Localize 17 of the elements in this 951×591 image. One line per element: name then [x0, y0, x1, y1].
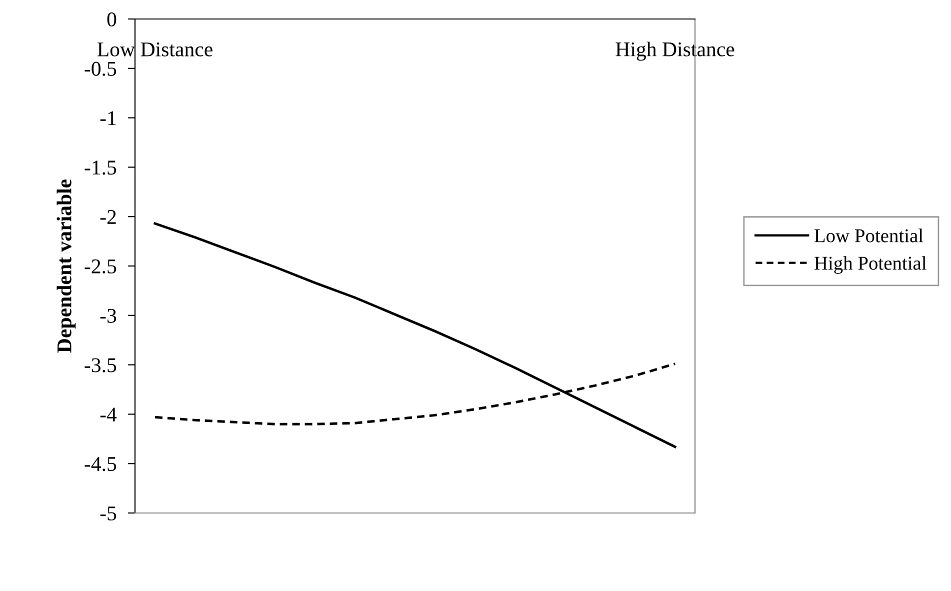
- y-tick-label: -0.5: [84, 62, 116, 76]
- x-tick-label: High Distance: [616, 42, 734, 61]
- line-series: [154, 222, 676, 448]
- y-tick-label: -5: [100, 506, 116, 520]
- y-axis-title: Dependent variable: [56, 179, 76, 353]
- y-tick-label: -1.5: [84, 160, 116, 175]
- y-tick-label: 0: [107, 12, 116, 26]
- legend-label: Low Potential: [814, 228, 924, 242]
- y-tick-label: -1: [100, 111, 116, 126]
- y-tick-label: -4.5: [84, 457, 116, 472]
- y-tick-label: -2.5: [84, 259, 116, 274]
- y-tick-label: -2: [100, 210, 116, 224]
- y-tick-label: -3.5: [84, 358, 116, 372]
- y-tick-label: -3: [100, 308, 116, 323]
- x-tick-label: Low Distance: [97, 42, 212, 56]
- y-tick-label: -4: [100, 408, 117, 422]
- legend-label: High Potential: [814, 256, 926, 274]
